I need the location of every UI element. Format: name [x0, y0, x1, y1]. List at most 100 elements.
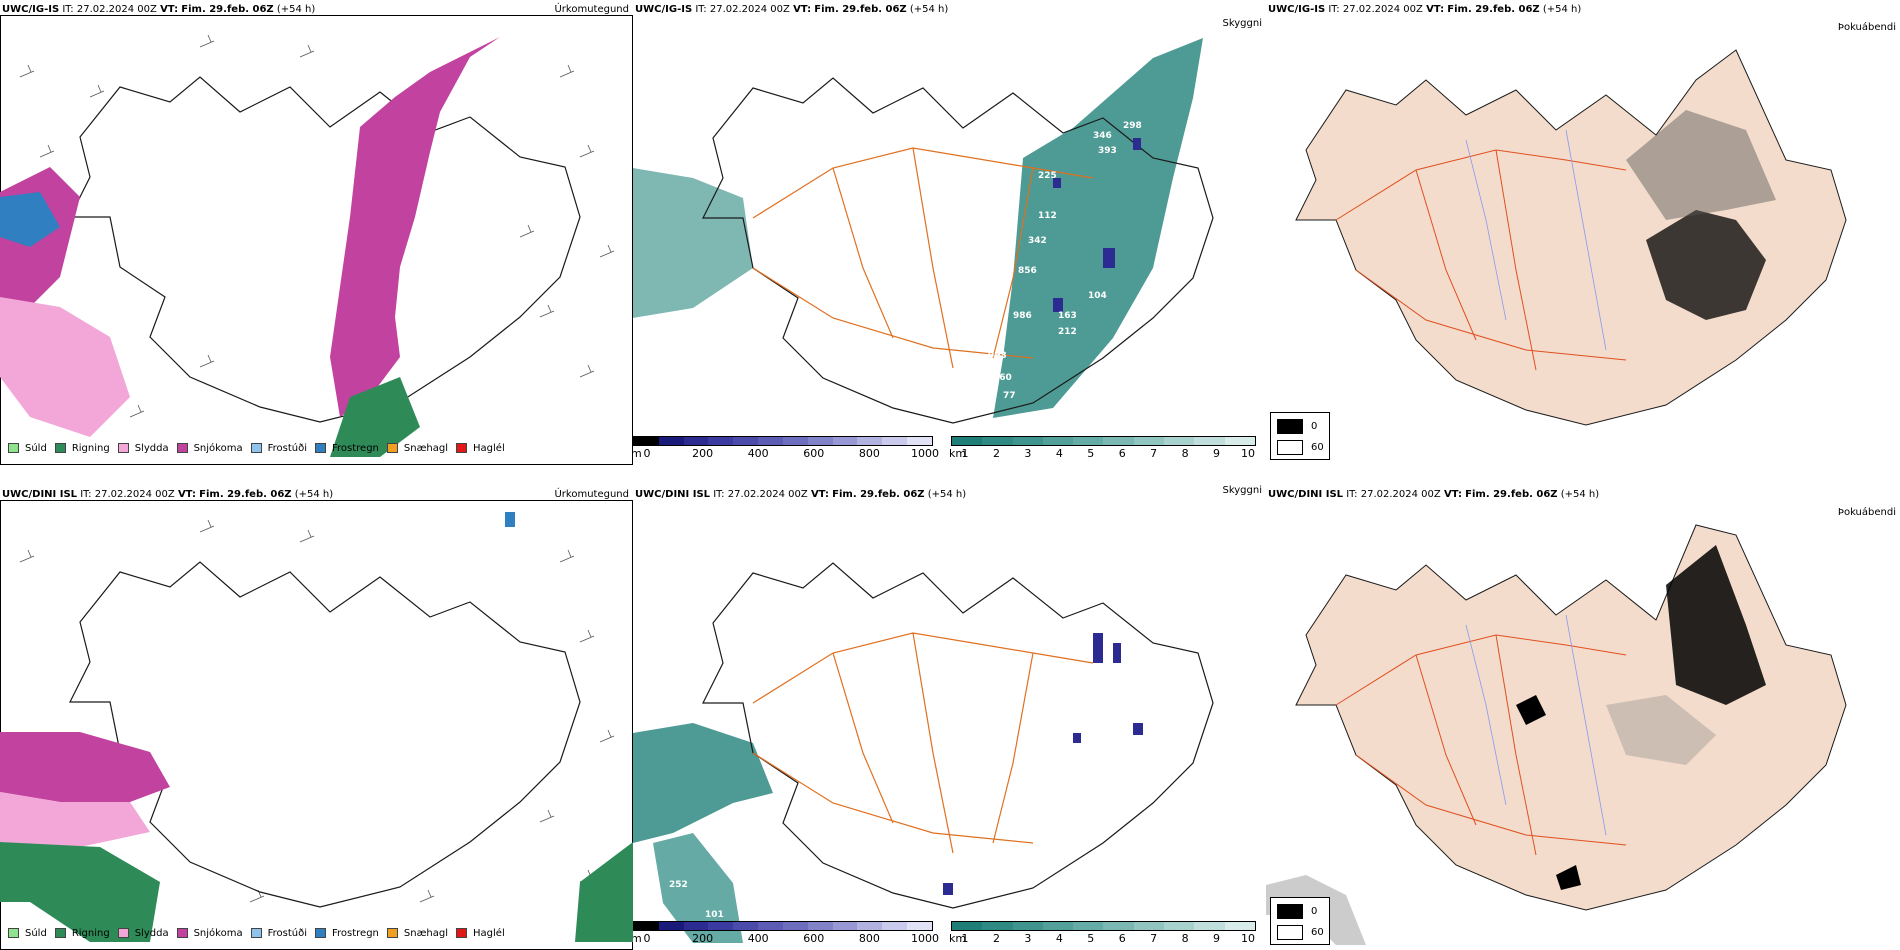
- colorbar-unit: m: [633, 932, 642, 945]
- colorbar-unit: m: [633, 447, 642, 460]
- legend-item: Frostregn: [315, 443, 379, 454]
- panel-precip-type-ig: UWC/IG-IS IT: 27.02.2024 00Z VT: Fim. 29…: [0, 0, 633, 465]
- colorbar-step: [708, 922, 734, 930]
- colorbar-tick: 2: [992, 447, 1000, 460]
- colorbar-tick: 9: [1213, 447, 1221, 460]
- road-network: [752, 632, 1094, 854]
- colorbar-tick: 4: [1055, 447, 1063, 460]
- colorbar-step: [1164, 437, 1195, 445]
- colorbar-tick: 600: [803, 447, 825, 460]
- colorbar-step: [1012, 922, 1043, 930]
- frz-rain-area: [0, 192, 60, 247]
- colorbar-tick: 7: [1150, 932, 1158, 945]
- colorbar-step: [1073, 922, 1104, 930]
- panel-precip-type-dini: UWC/DINI ISL IT: 27.02.2024 00Z VT: Fim.…: [0, 485, 633, 950]
- colorbar-step: [952, 437, 983, 445]
- svg-text:298: 298: [1123, 121, 1142, 131]
- legend-item: Rigning: [54, 928, 110, 939]
- wind-barbs: [19, 519, 615, 903]
- legend-item: Frostúði: [250, 443, 307, 454]
- colorbar-step: [882, 922, 908, 930]
- colorbar-tick: 400: [747, 447, 769, 460]
- legend-item: Haglél: [456, 443, 505, 454]
- colorbar-tick: 4: [1055, 932, 1063, 945]
- snow-area: [0, 732, 170, 802]
- legend-item: Haglél: [456, 928, 505, 939]
- colorbar-tick: 9: [1213, 932, 1221, 945]
- colorbar-tick: 3: [1024, 447, 1032, 460]
- svg-text:212: 212: [1058, 327, 1077, 337]
- panel-header: UWC/IG-IS IT: 27.02.2024 00Z VT: Fim. 29…: [1268, 4, 1582, 15]
- sleet-area: [0, 792, 150, 847]
- svg-text:252: 252: [669, 880, 688, 890]
- colorbar-step: [1073, 437, 1104, 445]
- colorbar-tick: 6: [1118, 932, 1126, 945]
- colorbar-step: [907, 922, 932, 930]
- svg-text:393: 393: [1098, 146, 1117, 156]
- colorbar-tick: 800: [858, 932, 880, 945]
- legend-item: Súld: [8, 443, 47, 454]
- colorbar-tick: 0: [643, 932, 651, 945]
- svg-text:163: 163: [1058, 311, 1077, 321]
- svg-text:845: 845: [973, 367, 992, 377]
- fog-dense: [1556, 865, 1581, 890]
- svg-text:856: 856: [1018, 266, 1037, 276]
- colorbar-tick: 2: [992, 932, 1000, 945]
- colorbar-height-m: m 0 200 400 600 800 1000: [633, 436, 939, 461]
- road-network: [752, 147, 1094, 369]
- colorbar-step: [1042, 437, 1074, 445]
- colorbar-visibility-km: km 1 2 3 4 5 6 7 8 9 10: [949, 921, 1256, 946]
- colorbar-tick: 1000: [911, 932, 939, 945]
- panel-header: UWC/DINI ISL IT: 27.02.2024 00Z VT: Fim.…: [635, 489, 967, 500]
- colorbar-tick: 6: [1118, 447, 1126, 460]
- colorbar-tick: 1: [961, 932, 969, 945]
- colorbar-step: [832, 437, 858, 445]
- colorbar-step: [807, 437, 833, 445]
- rain-area: [330, 377, 420, 457]
- colorbar-step: [1224, 437, 1255, 445]
- colorbar-tick: 800: [858, 447, 880, 460]
- colorbar-visibility-km: km 1 2 3 4 5 6 7 8 9 10: [949, 436, 1256, 461]
- legend-item: Slydda: [117, 443, 169, 454]
- legend-item: Frostúði: [250, 928, 307, 939]
- colorbar-tick: 7: [1150, 447, 1158, 460]
- rivers: [1465, 614, 1607, 836]
- panel-fog-ig: UWC/IG-IS IT: 27.02.2024 00Z VT: Fim. 29…: [1266, 0, 1900, 465]
- colorbar-step: [782, 922, 808, 930]
- colorbar-tick: 8: [1181, 447, 1189, 460]
- fog-area: [653, 833, 743, 943]
- fog-area: [633, 168, 753, 318]
- colorbar-tick: 600: [803, 932, 825, 945]
- iceland-land: [1295, 49, 1847, 426]
- colorbar-step: [1194, 437, 1225, 445]
- colorbar-tick: 200: [692, 932, 714, 945]
- colorbar-step: [758, 437, 783, 445]
- colorbar-step: [782, 437, 808, 445]
- colorbar-step: [982, 437, 1013, 445]
- colorbar-step: [634, 922, 659, 930]
- visibility-labels: 346 393 298 225 112 342 856 104 986 163 …: [673, 121, 1142, 401]
- colorbar-step: [1133, 922, 1165, 930]
- colorbar-step: [733, 437, 759, 445]
- colorbar-height-m: m 0 200 400 600 800 1000: [633, 921, 939, 946]
- svg-text:960: 960: [993, 373, 1012, 383]
- colorbar-step: [634, 437, 659, 445]
- rivers: [1465, 129, 1607, 351]
- colorbar-step: [758, 922, 783, 930]
- colorbar-tick: 1000: [911, 447, 939, 460]
- panel-visibility-dini: UWC/DINI ISL IT: 27.02.2024 00Z VT: Fim.…: [633, 485, 1266, 950]
- colorbar-step: [882, 437, 908, 445]
- fog-dense: [1666, 545, 1766, 705]
- colorbar-tick: 8: [1181, 932, 1189, 945]
- precip-map: [0, 34, 615, 457]
- visibility-labels: 252 101: [669, 880, 724, 920]
- svg-text:346: 346: [1093, 131, 1112, 141]
- fog-light: [1606, 695, 1716, 765]
- precip-map: [0, 512, 633, 942]
- visibility-map: 252 101: [633, 562, 1214, 943]
- colorbar-step: [683, 437, 709, 445]
- panel-visibility-ig: UWC/IG-IS IT: 27.02.2024 00Z VT: Fim. 29…: [633, 0, 1266, 465]
- colorbar-unit: km: [949, 932, 967, 945]
- colorbar-unit: km: [949, 447, 967, 460]
- svg-text:104: 104: [1088, 291, 1107, 301]
